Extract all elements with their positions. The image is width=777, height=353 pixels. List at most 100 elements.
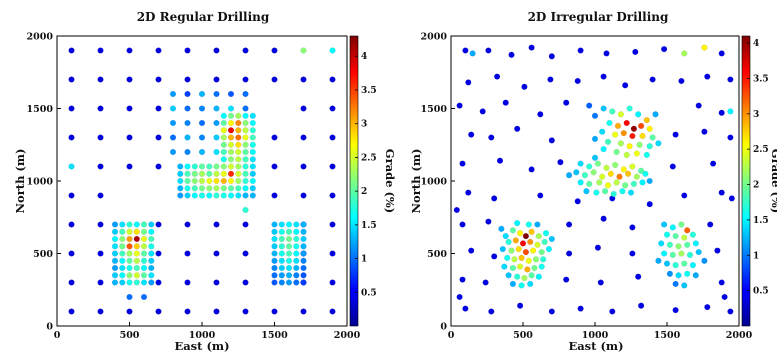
drill-hole-point <box>652 111 659 118</box>
drill-hole-point <box>646 201 653 208</box>
drill-hole-point <box>329 192 336 199</box>
data-points <box>68 47 336 315</box>
drill-hole-point <box>521 83 528 90</box>
drill-hole-point <box>191 185 198 192</box>
drill-hole-point <box>300 235 307 243</box>
drill-hole-point <box>626 105 633 112</box>
drill-hole-point <box>669 224 676 231</box>
drill-hole-point <box>692 272 699 279</box>
drill-hole-point <box>459 221 466 228</box>
drill-hole-point <box>629 224 636 231</box>
drill-hole-point <box>666 270 673 277</box>
drill-hole-point <box>242 119 249 127</box>
drill-hole-point <box>278 257 285 264</box>
drill-hole-point <box>491 253 498 260</box>
drill-hole-point <box>278 243 285 250</box>
drill-hole-point <box>97 163 104 170</box>
drill-hole-point <box>548 137 555 144</box>
drill-hole-point <box>672 233 679 240</box>
drill-hole-point <box>227 141 235 148</box>
colorbar-tick-label: 2 <box>361 187 367 197</box>
drill-hole-point <box>133 250 140 257</box>
drill-hole-point <box>616 173 623 180</box>
drill-hole-point <box>213 177 220 185</box>
drill-hole-point <box>502 99 509 106</box>
drill-hole-point <box>126 228 133 235</box>
drill-hole-point <box>293 257 300 264</box>
drill-hole-point <box>206 170 213 177</box>
drill-hole-point <box>661 46 668 53</box>
drill-hole-point <box>681 282 688 289</box>
drill-hole-point <box>227 127 235 134</box>
drill-hole-point <box>242 221 249 228</box>
drill-hole-point <box>97 308 104 315</box>
drill-hole-point <box>514 125 521 132</box>
drill-hole-point <box>695 249 702 256</box>
drill-hole-point <box>603 164 610 171</box>
drill-hole-point <box>198 177 206 185</box>
drill-hole-point <box>329 47 336 54</box>
drill-hole-point <box>271 221 278 228</box>
drill-hole-point <box>643 151 650 158</box>
drill-hole-point <box>593 189 600 196</box>
drill-hole-point <box>528 44 535 51</box>
drill-hole-point <box>496 157 504 164</box>
drill-hole-point <box>488 134 495 141</box>
drill-hole-point <box>249 177 256 185</box>
drill-hole-point <box>140 221 148 228</box>
drill-hole-point <box>619 188 626 195</box>
drill-hole-point <box>235 185 242 192</box>
drill-hole-point <box>293 272 300 279</box>
drill-hole-point <box>329 221 336 228</box>
drill-hole-point <box>663 231 671 238</box>
drill-hole-point <box>502 233 509 240</box>
drill-hole-point <box>126 243 133 250</box>
chart-title: 2D Irregular Drilling <box>528 10 669 24</box>
drill-hole-point <box>613 179 620 186</box>
drill-hole-point <box>285 264 293 272</box>
drill-hole-point <box>469 50 476 57</box>
data-points <box>453 44 735 315</box>
drill-hole-point <box>213 90 220 98</box>
drill-hole-point <box>672 280 679 287</box>
drill-hole-point <box>465 79 472 86</box>
drill-hole-point <box>606 119 613 127</box>
drill-hole-point <box>285 279 293 286</box>
drill-hole-point <box>620 130 627 137</box>
drill-hole-point <box>133 272 140 279</box>
drill-hole-point <box>599 173 606 180</box>
drill-hole-point <box>220 170 227 177</box>
drill-hole-point <box>591 135 599 142</box>
drill-hole-point <box>285 243 293 250</box>
x-tick-label: 1500 <box>261 330 288 341</box>
drill-hole-point <box>227 119 235 127</box>
drill-hole-point <box>278 279 285 286</box>
drill-hole-point <box>675 272 682 279</box>
drill-hole-point <box>191 177 198 185</box>
drill-hole-point <box>235 177 242 185</box>
drill-hole-point <box>213 148 220 156</box>
drill-hole-point <box>271 235 278 243</box>
drill-hole-point <box>678 77 685 85</box>
drill-hole-point <box>133 279 140 286</box>
y-tick-label: 1500 <box>421 104 448 115</box>
drill-hole-point <box>586 163 593 170</box>
drill-hole-point <box>485 218 492 225</box>
x-tick-label: 1000 <box>582 330 609 341</box>
drill-hole-point <box>566 221 573 228</box>
colorbar-tick-label: 1 <box>753 251 759 261</box>
drill-hole-point <box>300 134 307 141</box>
drill-hole-point <box>133 243 140 250</box>
drill-hole-point <box>177 163 184 170</box>
drill-hole-point <box>227 192 235 199</box>
drill-hole-point <box>639 179 646 186</box>
drill-hole-point <box>488 308 495 315</box>
drill-hole-point <box>633 150 640 157</box>
drill-hole-point <box>629 250 636 257</box>
drill-hole-point <box>639 132 646 140</box>
drill-hole-point <box>646 177 653 185</box>
colorbar <box>741 35 751 327</box>
drill-hole-point <box>198 134 206 141</box>
x-axis-label: East (m) <box>174 339 229 353</box>
drill-hole-point <box>594 160 601 167</box>
